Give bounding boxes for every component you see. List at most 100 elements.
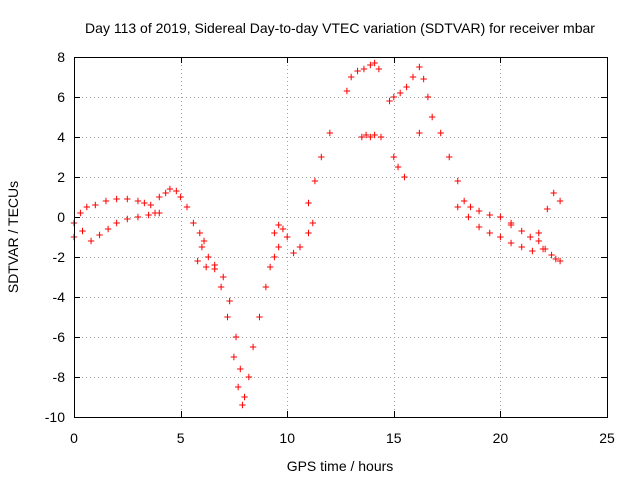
data-point [535,237,542,245]
data-point [416,129,423,137]
data-point [507,239,515,247]
data-point [420,75,427,83]
data-point [460,197,468,205]
x-tick-labels: 0 5 10 15 20 25 [70,430,615,446]
data-point [104,225,112,233]
series-arc-upper-morning [70,195,159,227]
data-point [358,133,366,141]
data-point [535,229,542,237]
data-point [311,177,319,185]
data-point [544,205,551,213]
data-point [87,237,95,245]
data-point [205,253,212,261]
data-point [124,195,131,203]
series-arc-midday-peak [156,185,208,245]
series-arc-late-upper [507,189,564,241]
series-arc-trough [198,243,282,409]
data-point [527,233,534,241]
data-point [79,227,86,235]
data-point [290,249,297,257]
data-point [234,383,242,391]
y-axis-label: SDTVAR / TECUs [5,181,21,293]
data-point [467,203,474,211]
data-point [318,153,325,161]
data-point [113,219,120,227]
data-point [390,153,397,161]
series-arc-drop-a [390,153,408,181]
data-point [147,201,154,209]
data-point [262,283,270,291]
data-point [394,163,402,171]
y-tick-label: -4 [53,289,66,305]
data-point [446,153,453,161]
data-point [102,197,110,205]
data-point [475,207,483,215]
data-point [275,221,282,229]
data-point [279,225,287,233]
x-tick-label: 25 [599,430,615,446]
x-tick-label: 0 [70,430,78,446]
data-point [362,131,370,139]
data-point [529,247,536,255]
data-point [96,231,103,239]
data-point [271,253,278,261]
data-point [190,219,197,227]
x-tick-label: 5 [177,430,185,446]
data-point [377,133,385,141]
data-point [375,65,383,73]
data-point [173,187,180,195]
data-point [326,129,334,137]
data-point [424,93,432,101]
data-point [497,233,504,241]
data-point [305,229,312,237]
x-axis-label: GPS time / hours [287,458,394,474]
data-point [200,237,208,245]
data-point [217,283,225,291]
series-arc-evening-high [343,59,383,95]
data-point [309,219,316,227]
series-arc-evening-mid [358,131,385,141]
data-point [237,365,244,373]
data-point [226,297,233,305]
y-tick-label: 6 [57,89,65,105]
data-point [156,209,163,217]
series-arc-lower-morning [70,209,163,245]
data-point [194,257,201,265]
y-tick-label: -10 [45,409,65,425]
data-point [371,131,378,139]
y-tick-label: -6 [53,329,66,345]
data-point [177,193,184,201]
data-point [156,193,163,201]
data-point [166,185,174,193]
data-point [271,229,278,237]
data-point [390,93,397,101]
chart-title: Day 113 of 2019, Sidereal Day-to-day VTE… [85,20,595,36]
data-point [454,177,461,185]
data-point [556,197,564,205]
data-point [360,65,368,73]
data-point [396,89,404,97]
data-point [145,211,152,219]
data-point [518,243,525,251]
data-point [141,199,148,207]
data-point [284,233,291,241]
data-point [556,257,564,265]
series-arc-trough-side [194,257,244,373]
data-point [371,59,378,67]
series-arc-late-lower [535,237,564,265]
data-point [266,263,274,271]
data-point [550,189,557,197]
data-point [354,67,361,75]
y-tick-label: 0 [57,209,65,225]
data-point [367,61,374,69]
x-tick-label: 10 [279,430,295,446]
data-point [347,73,355,81]
data-point [386,97,393,105]
data-point [548,251,555,259]
data-point [486,211,493,219]
data-point [518,227,525,235]
series-arc-decline [416,113,515,227]
data-point [454,203,461,211]
y-tick-label: -2 [53,249,66,265]
data-point [552,255,560,263]
